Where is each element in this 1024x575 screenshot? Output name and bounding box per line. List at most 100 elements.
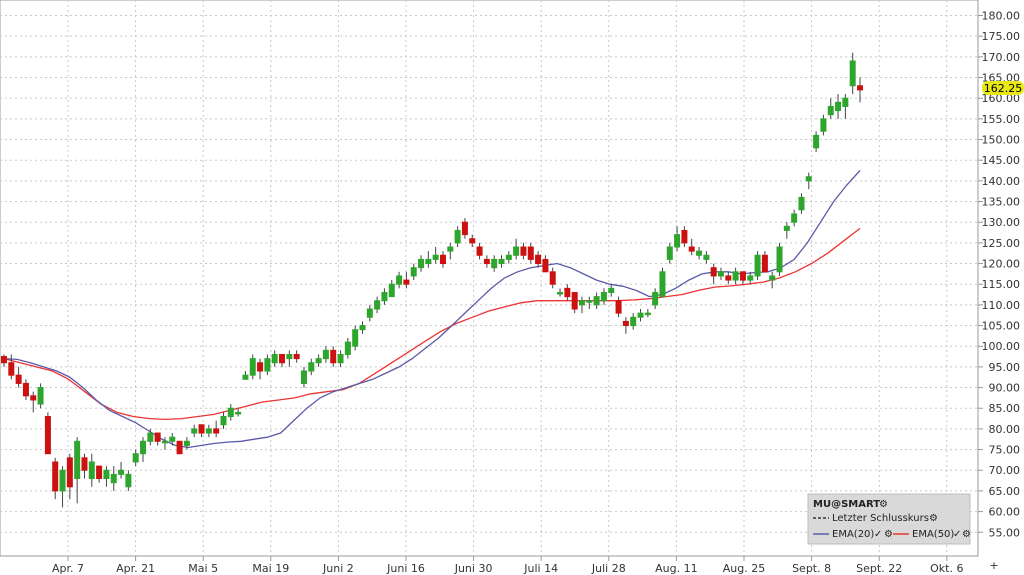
candle-body [410,267,417,277]
candle-body [74,440,81,480]
plot-frame [0,0,979,557]
legend-title-settings-icon[interactable]: ⚙ [879,499,888,510]
candle-body [396,275,403,285]
candle-body [1,356,7,364]
candle-body [235,411,242,415]
candle-body [205,428,212,434]
candle-body [352,329,359,347]
candle-body [739,271,746,281]
y-tick-label: 125.00 [982,237,1021,250]
candle-body [322,349,329,360]
scroll-arrow-icon[interactable]: + [989,559,998,572]
candle-body [527,246,534,260]
candle-body [681,229,688,244]
candle-body [688,246,695,252]
x-tick-label: Apr. 21 [116,562,155,575]
candle-body [403,279,410,285]
candle-body [176,440,183,455]
candle-body [630,316,637,327]
candle-body [564,287,571,298]
y-tick-label: 80.00 [989,423,1021,436]
candle-body [227,407,234,417]
candle-body [608,287,615,293]
candle-body [271,353,278,364]
legend-ema20-settings-icon[interactable]: ⚙ [884,529,893,540]
candle-body [542,258,549,273]
candle-body [805,176,812,182]
candle-body [242,374,249,380]
y-tick-label: 150.00 [982,134,1021,147]
legend-ema50-settings-icon[interactable]: ⚙ [962,529,971,540]
ema20-line [3,170,861,449]
candle-body [659,271,666,298]
legend-last-close-settings-icon[interactable]: ⚙ [929,513,938,524]
candle-body [513,246,520,256]
candle-body [813,134,820,149]
candle-body [88,461,95,480]
candle-body [586,300,593,303]
legend-ema20-check-icon[interactable]: ✓ [874,529,882,540]
candle-body [600,291,607,302]
candle-body [842,97,849,107]
candle-body [66,457,73,488]
candle-body [505,254,512,260]
x-tick-label: Okt. 6 [930,562,963,575]
candle-body [557,291,564,295]
x-tick-label: Mai 5 [188,562,218,575]
candle-body [125,473,132,488]
y-tick-label: 170.00 [982,51,1021,64]
candle-body [344,341,351,355]
last-price-tag: 162.25 [982,81,1024,95]
candle-body [447,246,454,252]
legend-ema50-check-icon[interactable]: ✓ [953,529,961,540]
y-tick-label: 115.00 [982,278,1021,291]
candle-body [15,374,22,384]
y-tick-label: 130.00 [982,216,1021,229]
y-tick-label: 180.00 [982,10,1021,23]
candle-body [293,353,300,360]
x-tick-label: Juli 28 [591,562,626,575]
candle-body [183,440,190,446]
candle-body [498,258,505,265]
candle-body [469,238,476,244]
candle-body [717,271,724,277]
candle-body [776,246,783,273]
legend-item-last-close: Letzter Schlusskurs [832,513,929,524]
candle-body [300,370,307,384]
candle-body [140,440,147,455]
last-price-tag-text: 162.25 [984,82,1023,95]
x-tick-label: Juni 16 [386,562,425,575]
candle-body [769,275,776,281]
y-tick-label: 75.00 [989,444,1021,457]
candle-body [791,213,798,223]
candle-body [652,291,659,306]
candle-body [710,267,717,277]
x-tick-label: Juni 2 [322,562,354,575]
y-tick-label: 100.00 [982,340,1021,353]
y-tick-label: 60.00 [989,506,1021,519]
candle-body [103,469,110,480]
candle-body [549,271,556,285]
candle-body [783,225,790,231]
y-tick-label: 65.00 [989,485,1021,498]
candle-body [835,101,842,112]
candle-body [30,395,37,401]
candle-body [169,436,176,442]
candle-body [96,465,103,480]
y-tick-label: 105.00 [982,320,1021,333]
candle-body [286,353,293,360]
last-price-tag-bg [982,81,1024,95]
y-tick-label: 135.00 [982,196,1021,209]
candle-body [381,291,388,302]
candle-body [37,387,44,405]
candle-body [22,382,29,397]
candles-layer [1,52,863,508]
candle-body [491,258,498,269]
candle-body [857,85,863,91]
x-axis: Apr. 7 Apr. 21 Mai 5 Mai 19 Juni 2 Juni 16 Jun… [52,556,963,575]
candle-body [315,358,322,364]
ema50-layer [3,227,861,421]
candle-body [849,60,856,87]
candle-body [249,358,256,376]
